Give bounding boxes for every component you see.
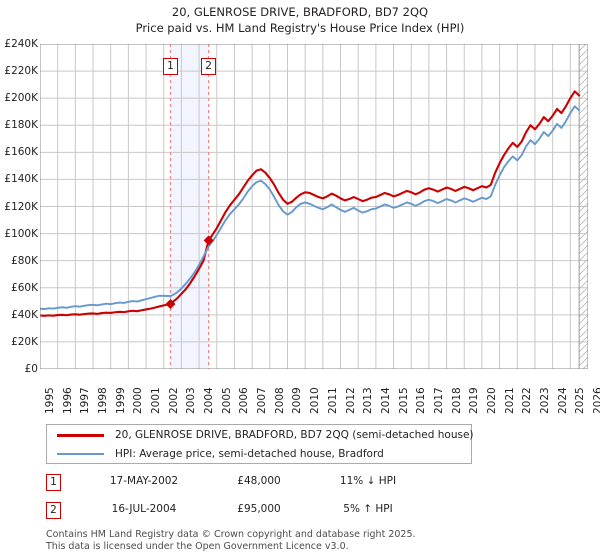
table-row: 1 17-MAY-2002 £48,000 11% ↓ HPI bbox=[46, 472, 486, 500]
table-row: 2 16-JUL-2004 £95,000 5% ↑ HPI bbox=[46, 500, 486, 528]
y-axis-tick-label: £0 bbox=[24, 363, 38, 375]
transaction-price-2: £95,000 bbox=[237, 503, 281, 515]
x-axis-tick-label: 2025 bbox=[574, 387, 587, 414]
no-data-region bbox=[578, 44, 588, 369]
legend-item-hpi: HPI: Average price, semi-detached house,… bbox=[47, 444, 471, 464]
x-axis-tick-label: 2010 bbox=[309, 387, 322, 414]
x-axis-tick-label: 2008 bbox=[273, 387, 286, 414]
x-axis-tick-label: 2026 bbox=[592, 387, 600, 414]
legend-item-price-paid: 20, GLENROSE DRIVE, BRADFORD, BD7 2QQ (s… bbox=[47, 425, 474, 445]
transaction-hpi-delta-1: 11% ↓ HPI bbox=[339, 475, 397, 487]
y-axis-labels: £0 £20K £40K £60K £80K £100K £120K £140K £160K £1… bbox=[0, 39, 38, 375]
x-axis-tick-label: 2000 bbox=[132, 387, 145, 414]
x-axis-tick-label: 2016 bbox=[415, 387, 428, 414]
x-axis-tick-label: 2017 bbox=[432, 387, 445, 414]
licence-line: This data is licensed under the Open Gov… bbox=[46, 540, 349, 552]
transactions-table: 1 17-MAY-2002 £48,000 11% ↓ HPI 2 16-JUL… bbox=[46, 472, 486, 528]
x-axis-tick-label: 2018 bbox=[450, 387, 463, 414]
x-axis-tick-label: 2022 bbox=[521, 387, 534, 414]
y-axis-tick-label: £220K bbox=[4, 65, 38, 78]
transaction-date-2: 16-JUL-2004 bbox=[111, 503, 177, 515]
y-axis-tick-label: £140K bbox=[4, 173, 38, 186]
x-axis-tick-label: 2015 bbox=[397, 387, 410, 414]
chart-subtitle: Price paid vs. HM Land Registry's House … bbox=[135, 21, 465, 35]
x-axis-tick-label: 1999 bbox=[114, 387, 127, 414]
x-axis-tick-label: 2001 bbox=[150, 387, 163, 414]
legend-swatch-price-paid bbox=[57, 433, 104, 437]
chart-marker-flag-1: 1 bbox=[162, 58, 178, 75]
y-axis-tick-label: £160K bbox=[4, 146, 38, 159]
transaction-badge-2: 2 bbox=[46, 502, 61, 519]
x-axis-tick-label: 2023 bbox=[538, 387, 551, 414]
x-axis-tick-label: 2013 bbox=[362, 387, 375, 414]
x-axis-tick-label: 2024 bbox=[556, 387, 569, 414]
x-axis-labels: 1995 1996 1997 1998 1999 2000 2001 2002 2003 2004… bbox=[40, 372, 600, 418]
x-axis-tick-label: 1995 bbox=[44, 387, 56, 414]
chart-legend: 20, GLENROSE DRIVE, BRADFORD, BD7 2QQ (s… bbox=[46, 424, 474, 464]
transaction-date-1: 17-MAY-2002 bbox=[109, 475, 179, 487]
x-axis-tick-label: 2020 bbox=[485, 387, 498, 414]
x-axis-tick-label: 2004 bbox=[203, 387, 216, 414]
marker-lines bbox=[169, 44, 210, 369]
grid-lines bbox=[40, 44, 588, 369]
y-axis-tick-label: £180K bbox=[4, 119, 38, 132]
y-axis-tick-label: £60K bbox=[11, 281, 38, 294]
series-lines bbox=[40, 90, 581, 317]
y-axis-tick-label: £240K bbox=[4, 38, 38, 50]
legend-swatch-hpi bbox=[57, 453, 104, 455]
x-axis-tick-label: 2014 bbox=[379, 387, 392, 414]
chart-marker-flag-2: 2 bbox=[201, 58, 217, 75]
y-axis-tick-label: £40K bbox=[11, 308, 38, 321]
x-axis-tick-label: 2009 bbox=[291, 387, 304, 414]
copyright-line: Contains HM Land Registry data © Crown c… bbox=[46, 529, 416, 540]
x-axis-tick-label: 1997 bbox=[79, 387, 92, 414]
y-axis-tick-label: £120K bbox=[4, 200, 38, 213]
y-axis-tick-label: £80K bbox=[11, 254, 38, 267]
transaction-hpi-delta-2: 5% ↑ HPI bbox=[343, 503, 393, 515]
attribution-footer: Contains HM Land Registry data © Crown c… bbox=[46, 529, 566, 552]
x-axis-tick-label: 1998 bbox=[97, 387, 110, 414]
legend-label-price-paid: 20, GLENROSE DRIVE, BRADFORD, BD7 2QQ (s… bbox=[115, 429, 474, 441]
chart-plot-area bbox=[40, 44, 588, 369]
transaction-price-1: £48,000 bbox=[237, 475, 281, 487]
x-axis-tick-label: 2006 bbox=[238, 387, 251, 414]
x-axis-tick-label: 2021 bbox=[503, 387, 516, 414]
x-axis-tick-label: 2005 bbox=[220, 387, 233, 414]
x-axis-tick-label: 1996 bbox=[61, 387, 74, 414]
x-axis-tick-label: 2012 bbox=[344, 387, 357, 414]
page-title: 20, GLENROSE DRIVE, BRADFORD, BD7 2QQ bbox=[171, 5, 429, 19]
transaction-badge-1: 1 bbox=[46, 474, 61, 491]
y-axis-tick-label: £20K bbox=[11, 335, 38, 348]
legend-label-hpi: HPI: Average price, semi-detached house,… bbox=[115, 448, 384, 460]
x-axis-tick-label: 2002 bbox=[167, 387, 180, 414]
price-history-chart bbox=[40, 44, 588, 369]
sale-point-markers bbox=[165, 235, 214, 309]
x-axis-tick-label: 2019 bbox=[468, 387, 481, 414]
y-axis-tick-label: £100K bbox=[4, 227, 38, 240]
x-axis-tick-label: 2007 bbox=[256, 387, 269, 414]
x-axis-tick-label: 2003 bbox=[185, 387, 198, 414]
x-axis-tick-label: 2011 bbox=[326, 387, 339, 414]
y-axis-tick-label: £200K bbox=[4, 92, 38, 105]
chart-title-block: 20, GLENROSE DRIVE, BRADFORD, BD7 2QQ Pr… bbox=[0, 4, 600, 36]
